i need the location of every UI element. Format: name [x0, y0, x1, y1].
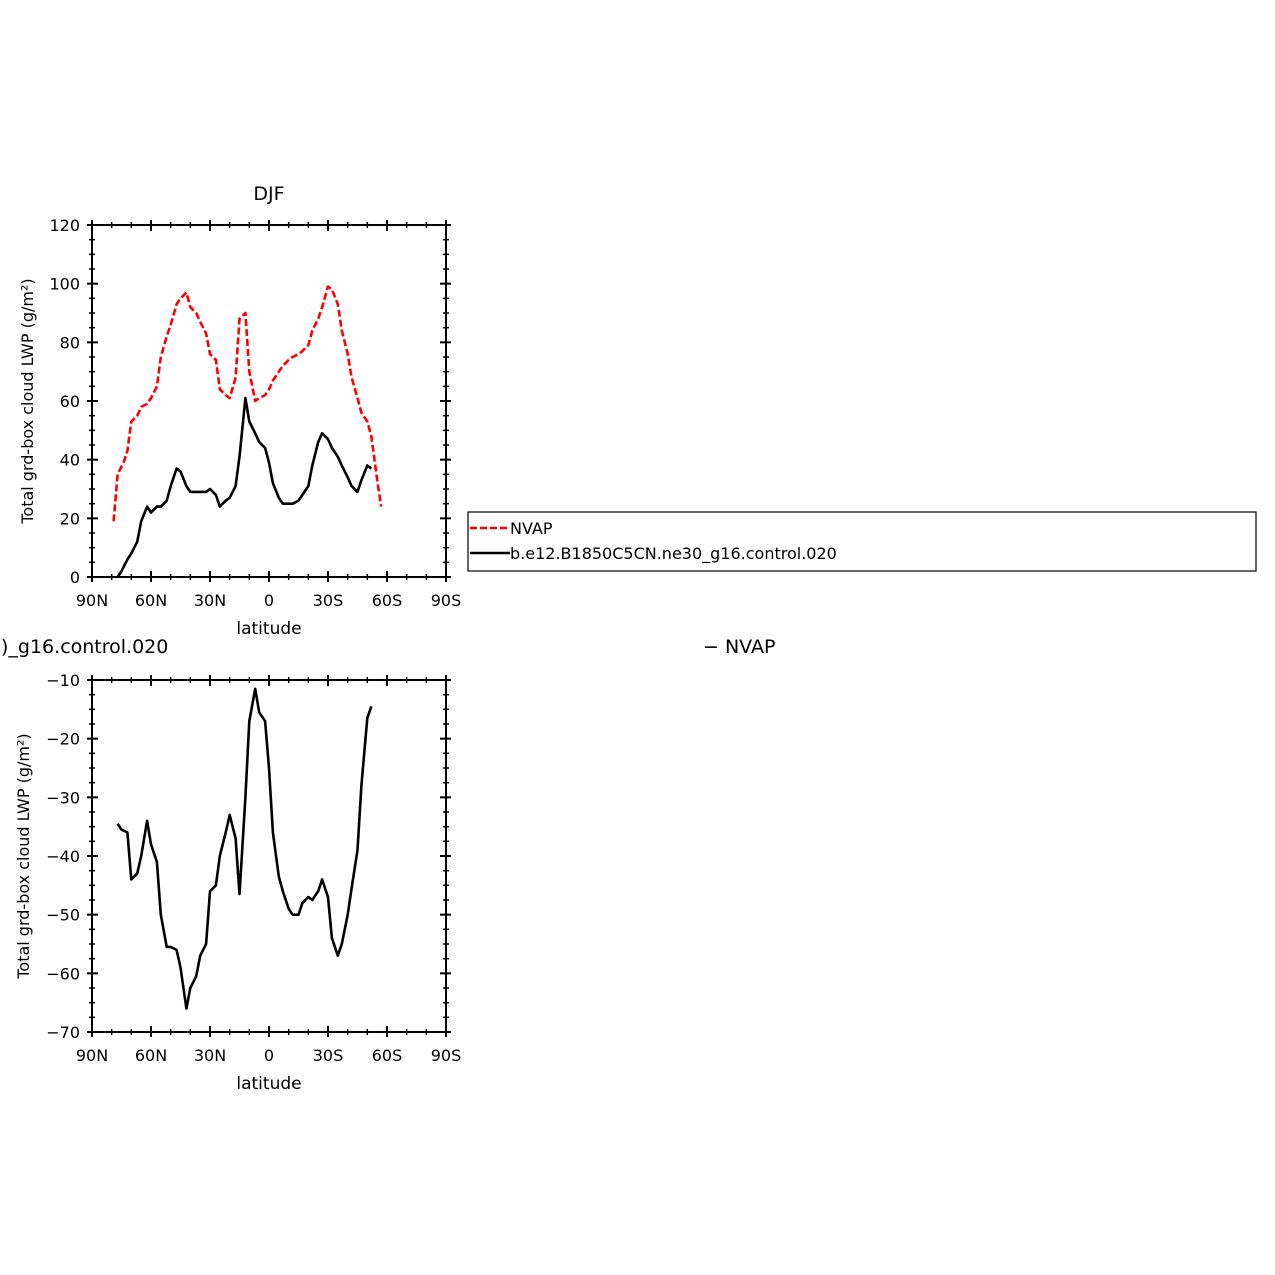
- x-tick-label: 90N: [76, 1046, 108, 1065]
- chart-title-right: − NVAP: [703, 636, 775, 658]
- x-tick-label: 0: [264, 1046, 274, 1065]
- series-group: [116, 687, 373, 1010]
- y-tick-label: −30: [46, 788, 80, 807]
- plot-frame: [91, 679, 447, 1033]
- x-tick-label: 60S: [372, 1046, 403, 1065]
- chart-difference: )_g16.control.020 − NVAP −70 −60 −50 −40 −30…: [1, 636, 775, 1094]
- x-tick-label: 60S: [372, 591, 403, 610]
- x-axis-label: latitude: [236, 619, 301, 639]
- y-tick-label: 60: [60, 392, 80, 411]
- x-axis-label: latitude: [236, 1074, 301, 1094]
- y-tick-label: 0: [70, 568, 80, 587]
- y-tick-label: −60: [46, 964, 80, 983]
- x-tick-label: 0: [264, 591, 274, 610]
- x-tick-label: 60N: [135, 591, 167, 610]
- y-tick-label: −40: [46, 847, 80, 866]
- chart-title: DJF: [253, 183, 284, 205]
- x-tick-label: 90S: [431, 1046, 462, 1065]
- legend: NVAP b.e12.B1850C5CN.ne30_g16.control.02…: [467, 511, 1257, 572]
- x-tick-labels: 90N 60N 30N 0 30S 60S 90S: [76, 1046, 461, 1065]
- y-tick-label: 20: [60, 509, 80, 528]
- series-nvap-line: [112, 285, 383, 522]
- y-tick-label: 80: [60, 333, 80, 352]
- legend-label-nvap: NVAP: [510, 519, 553, 538]
- series-model-line: [116, 396, 373, 578]
- y-tick-label: −20: [46, 730, 80, 749]
- x-tick-label: 30S: [313, 591, 344, 610]
- legend-box: [467, 511, 1257, 572]
- x-tick-label: 90S: [431, 591, 462, 610]
- series-difference-line: [116, 687, 373, 1010]
- chart-title-left: )_g16.control.020: [1, 636, 168, 658]
- x-tick-label: 30N: [194, 591, 226, 610]
- plot-frame: [91, 224, 447, 578]
- legend-label-model: b.e12.B1850C5CN.ne30_g16.control.020: [510, 544, 837, 564]
- y-tick-label: −70: [46, 1023, 80, 1042]
- y-tick-label: 40: [60, 451, 80, 470]
- y-tick-label: 100: [49, 275, 80, 294]
- x-tick-label: 30S: [313, 1046, 344, 1065]
- x-tick-label: 90N: [76, 591, 108, 610]
- y-axis-label: Total grd-box cloud LWP (g/m²): [14, 733, 33, 979]
- y-tick-labels: −70 −60 −50 −40 −30 −20 −10: [46, 671, 80, 1042]
- x-tick-labels: 90N 60N 30N 0 30S 60S 90S: [76, 591, 461, 610]
- axis-ticks: [87, 220, 451, 582]
- y-tick-label: −10: [46, 671, 80, 690]
- y-tick-label: 120: [49, 216, 80, 235]
- x-tick-label: 60N: [135, 1046, 167, 1065]
- y-axis-label: Total grd-box cloud LWP (g/m²): [18, 278, 37, 524]
- y-tick-label: −50: [46, 906, 80, 925]
- series-group: [112, 285, 383, 578]
- x-tick-label: 30N: [194, 1046, 226, 1065]
- axis-ticks: [87, 675, 451, 1037]
- y-tick-labels: 0 20 40 60 80 100 120: [49, 216, 80, 587]
